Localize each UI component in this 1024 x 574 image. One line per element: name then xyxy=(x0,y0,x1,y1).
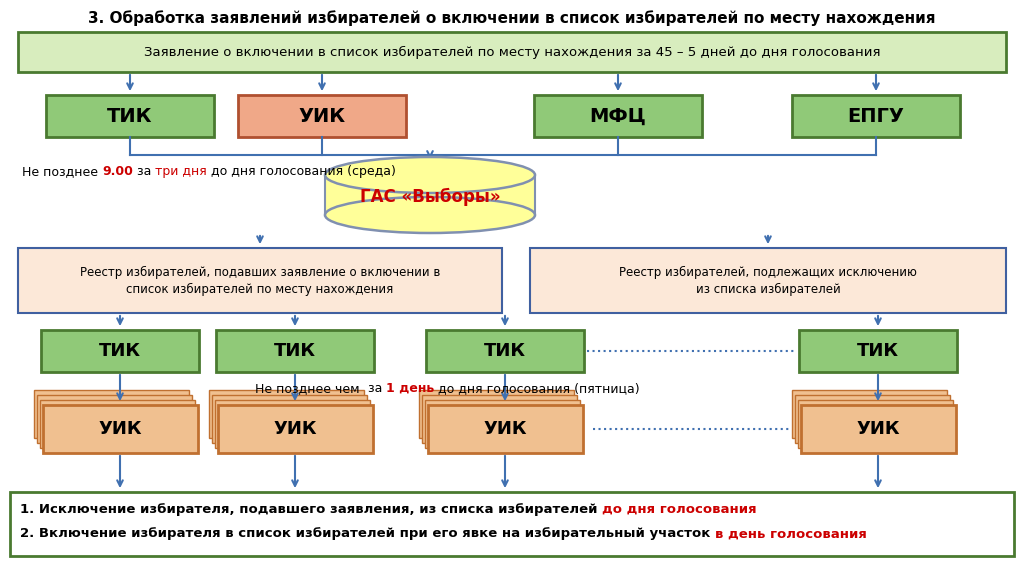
Bar xyxy=(792,95,961,137)
Bar xyxy=(534,95,702,137)
Text: ТИК: ТИК xyxy=(99,342,141,360)
Text: 1. Исключение избирателя, подавшего заявления, из списка избирателей: 1. Исключение избирателя, подавшего заяв… xyxy=(20,502,602,515)
Text: Заявление о включении в список избирателей по месту нахождения за 45 – 5 дней до: Заявление о включении в список избирател… xyxy=(143,45,881,59)
Bar xyxy=(41,330,199,372)
Bar xyxy=(34,390,188,438)
Text: УИК: УИК xyxy=(98,420,141,438)
Ellipse shape xyxy=(325,157,535,193)
Bar xyxy=(209,390,364,438)
Text: за: за xyxy=(364,382,386,395)
Bar xyxy=(18,32,1006,72)
Text: ТИК: ТИК xyxy=(108,107,153,126)
Text: 2. Включение избирателя в список избирателей при его явке на избирательный участ: 2. Включение избирателя в список избират… xyxy=(20,528,715,541)
Text: ГАС «Выборы»: ГАС «Выборы» xyxy=(359,188,501,206)
Text: УИК: УИК xyxy=(298,107,345,126)
Bar xyxy=(795,395,949,443)
Bar xyxy=(422,395,577,443)
Bar xyxy=(238,95,406,137)
Bar xyxy=(799,330,957,372)
Text: ТИК: ТИК xyxy=(857,342,899,360)
Bar xyxy=(37,395,191,443)
Text: МФЦ: МФЦ xyxy=(590,107,646,126)
Bar xyxy=(530,248,1006,313)
Text: до дня голосования (среда): до дня голосования (среда) xyxy=(207,165,396,178)
Bar xyxy=(325,175,535,215)
Text: УИК: УИК xyxy=(856,420,900,438)
Text: в день голосования: в день голосования xyxy=(715,528,867,541)
Text: 3. Обработка заявлений избирателей о включении в список избирателей по месту нах: 3. Обработка заявлений избирателей о вкл… xyxy=(88,10,936,26)
Bar xyxy=(419,390,573,438)
Text: до дня голосования: до дня голосования xyxy=(602,502,757,515)
Bar xyxy=(46,95,214,137)
Bar xyxy=(217,405,373,453)
Bar xyxy=(40,400,195,448)
Text: ЕПГУ: ЕПГУ xyxy=(848,107,904,126)
Bar xyxy=(427,405,583,453)
Text: ТИК: ТИК xyxy=(484,342,526,360)
Bar xyxy=(426,330,584,372)
Bar xyxy=(212,395,367,443)
Text: три дня: три дня xyxy=(156,165,207,178)
Text: Не позднее: Не позднее xyxy=(22,165,102,178)
Text: Реестр избирателей, подавших заявление о включении в: Реестр избирателей, подавших заявление о… xyxy=(80,266,440,279)
Text: Не позднее чем: Не позднее чем xyxy=(255,382,364,395)
Text: из списка избирателей: из списка избирателей xyxy=(695,283,841,296)
Text: УИК: УИК xyxy=(483,420,526,438)
Text: список избирателей по месту нахождения: список избирателей по месту нахождения xyxy=(126,283,393,296)
Bar xyxy=(425,400,580,448)
Text: за: за xyxy=(133,165,156,178)
Text: Реестр избирателей, подлежащих исключению: Реестр избирателей, подлежащих исключени… xyxy=(620,266,916,279)
Bar xyxy=(18,248,502,313)
Ellipse shape xyxy=(325,197,535,233)
Bar xyxy=(792,390,946,438)
Bar xyxy=(798,400,952,448)
Text: УИК: УИК xyxy=(273,420,316,438)
Bar xyxy=(214,400,370,448)
Bar xyxy=(216,330,374,372)
Text: 1 день: 1 день xyxy=(386,382,434,395)
Text: до дня голосования (пятница): до дня голосования (пятница) xyxy=(434,382,640,395)
Text: ТИК: ТИК xyxy=(274,342,316,360)
Bar xyxy=(801,405,955,453)
Bar xyxy=(43,405,198,453)
Bar xyxy=(10,492,1014,556)
Text: 9.00: 9.00 xyxy=(102,165,133,178)
